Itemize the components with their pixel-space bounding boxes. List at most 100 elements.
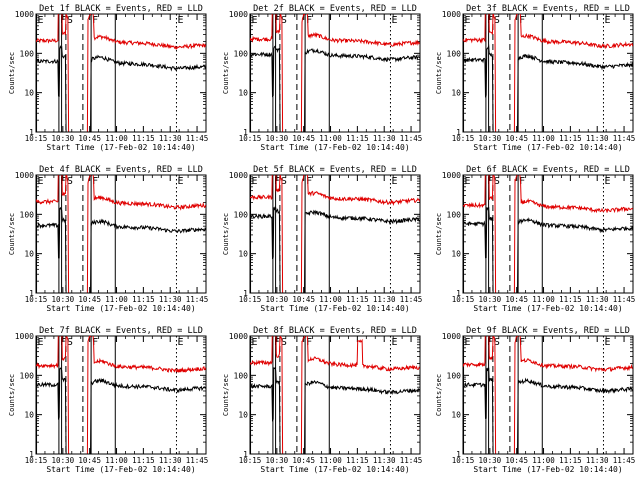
y-axis-title: Counts/sec [8, 213, 16, 255]
y-tick-label: 1 [29, 289, 34, 298]
marker-label: F [274, 176, 280, 187]
y-tick-label: 1 [29, 450, 34, 459]
x-tick-label: 10:30 [266, 456, 289, 465]
y-tick-label: 10 [451, 250, 461, 259]
marker-label: E [177, 176, 183, 187]
x-tick-label: 11:00 [319, 134, 342, 143]
x-tick-label: 10:30 [266, 295, 289, 304]
panel-title: Det 1f BLACK = Events, RED = LLD [39, 4, 203, 14]
plot-frame [249, 174, 421, 294]
x-tick-label: 11:00 [105, 134, 128, 143]
y-tick-label: 1 [29, 128, 34, 137]
marker-label: F [60, 337, 66, 348]
panel-1: Det 1f BLACK = Events, RED = LLD 1 10 100 10… [8, 4, 209, 152]
y-tick-label: 1000 [442, 332, 461, 341]
marker-label: F [487, 15, 493, 26]
x-tick-label: 10:30 [266, 134, 289, 143]
y-tick-label: 10 [451, 89, 461, 98]
x-tick-label: 11:45 [613, 134, 636, 143]
plot-frame [35, 174, 207, 294]
y-tick-label: 100 [20, 210, 35, 219]
panel-8: Det 8f BLACK = Events, RED = LLD 1 10 100 10… [222, 326, 422, 474]
marker-label: E [38, 176, 44, 187]
marker-label: E [465, 337, 471, 348]
x-tick-label: 11:00 [105, 295, 128, 304]
x-tick-label: 11:30 [373, 134, 396, 143]
x-tick-label: 10:30 [52, 456, 75, 465]
marker-label: E [252, 15, 258, 26]
panel-2: Det 2f BLACK = Events, RED = LLD 1 10 100 10… [222, 4, 422, 152]
y-axis-title: Counts/sec [222, 52, 230, 94]
x-tick-label: 10:45 [78, 134, 101, 143]
x-tick-label: 11:15 [559, 134, 582, 143]
x-tick-label: 11:30 [159, 134, 182, 143]
x-tick-label: 11:45 [400, 295, 423, 304]
series-events-line [463, 367, 633, 454]
y-axis-title: Counts/sec [222, 213, 230, 255]
y-tick-label: 1000 [442, 171, 461, 180]
x-tick-label: 11:45 [613, 295, 636, 304]
x-tick-label: 10:45 [292, 295, 315, 304]
x-tick-label: 11:15 [346, 295, 369, 304]
series-lld-line [463, 175, 633, 293]
marker-label: F [60, 15, 66, 26]
x-axis-title: Start Time (17-Feb-02 10:14:40) [260, 465, 409, 474]
x-tick-label: 10:15 [452, 456, 475, 465]
y-tick-label: 1 [456, 128, 461, 137]
x-tick-label: 10:15 [25, 134, 48, 143]
x-tick-label: 11:15 [132, 134, 155, 143]
x-tick-label: 10:45 [505, 134, 528, 143]
x-tick-label: 11:45 [186, 295, 209, 304]
marker-label: E [252, 337, 258, 348]
series-lld-line [463, 336, 633, 454]
marker-label: E [604, 176, 610, 187]
marker-label: E [38, 337, 44, 348]
x-axis-title: Start Time (17-Feb-02 10:14:40) [473, 143, 622, 152]
marker-label: F [60, 176, 66, 187]
y-tick-label: 1000 [442, 10, 461, 19]
marker-label: E [604, 337, 610, 348]
x-tick-label: 11:15 [346, 456, 369, 465]
x-tick-label: 11:30 [373, 295, 396, 304]
y-tick-label: 1 [456, 289, 461, 298]
x-tick-label: 11:00 [319, 456, 342, 465]
x-tick-label: 11:15 [559, 295, 582, 304]
panel-title: Det 5f BLACK = Events, RED = LLD [253, 165, 417, 175]
x-axis-title: Start Time (17-Feb-02 10:14:40) [473, 304, 622, 313]
y-tick-label: 1 [243, 289, 248, 298]
x-tick-label: 10:15 [239, 295, 262, 304]
y-tick-label: 10 [238, 250, 248, 259]
marker-label: E [391, 15, 397, 26]
plot-frame [249, 335, 421, 455]
x-tick-label: 10:15 [25, 295, 48, 304]
marker-label: F [519, 15, 525, 26]
x-tick-label: 10:15 [452, 295, 475, 304]
series-lld-line [250, 175, 420, 293]
y-tick-label: 1000 [229, 10, 248, 19]
marker-label: S [281, 176, 287, 187]
marker-label: S [281, 337, 287, 348]
series-lld-line [250, 336, 420, 454]
marker-label: F [274, 337, 280, 348]
y-tick-label: 10 [24, 89, 34, 98]
y-tick-label: 100 [20, 371, 35, 380]
marker-label: E [465, 176, 471, 187]
marker-label: F [92, 15, 98, 26]
panel-4: Det 4f BLACK = Events, RED = LLD 1 10 100 10… [8, 165, 209, 313]
marker-label: F [519, 337, 525, 348]
x-tick-label: 11:30 [586, 456, 609, 465]
marker-label: F [519, 176, 525, 187]
plot-frame [462, 335, 634, 455]
y-axis-title: Counts/sec [8, 374, 16, 416]
y-tick-label: 1000 [229, 171, 248, 180]
series-lld-line [36, 14, 206, 132]
y-tick-label: 1000 [15, 10, 34, 19]
x-tick-label: 11:00 [532, 295, 555, 304]
y-tick-label: 1 [243, 128, 248, 137]
series-lld-line [463, 14, 633, 132]
x-tick-label: 11:45 [186, 134, 209, 143]
marker-label: F [306, 15, 312, 26]
x-tick-label: 11:00 [105, 456, 128, 465]
panel-title: Det 3f BLACK = Events, RED = LLD [466, 4, 630, 14]
y-tick-label: 1000 [15, 332, 34, 341]
